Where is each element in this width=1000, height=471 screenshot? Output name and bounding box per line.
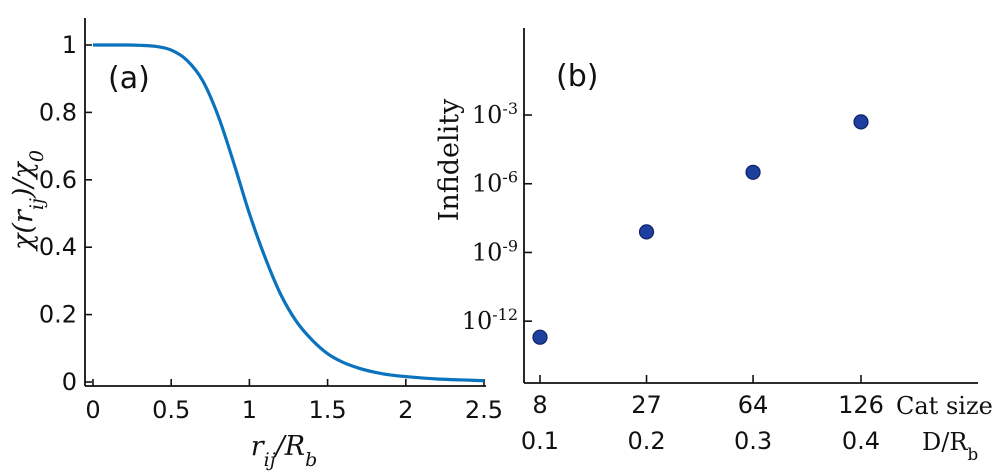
panel-a-y-tick-label: 0.4 (39, 233, 77, 261)
panel-b-data-point (638, 224, 655, 240)
panel-a-x-tick-label: 2 (398, 396, 413, 424)
panel-a-y-tick-label: 0.2 (39, 301, 77, 329)
panel-a-y-axis-label: χ(rij)/χ0 (8, 150, 48, 252)
panel-b-data-point (745, 164, 761, 180)
panel-b-d-over-rb-label: 0.3 (734, 427, 772, 455)
panel-b-cat-size-label: 27 (631, 391, 662, 419)
panel-b-y-tick-label: 10-9 (472, 236, 518, 267)
panel-a-x-tick-label: 0.5 (152, 396, 190, 424)
panel-b-x-row1-title: Cat size (896, 392, 993, 420)
panel-b-y-ticks: 10-12 10-9 10-6 10-3 (462, 99, 532, 336)
panel-b-y-tick-label: 10-6 (472, 167, 518, 198)
panel-b-x-row2-title: D/Rb (922, 428, 978, 465)
panel-b-cat-size-label: 8 (532, 391, 547, 419)
panel-a-x-tick-label: 2.5 (465, 396, 503, 424)
panel-a-y-tick-label: 0 (62, 368, 77, 396)
panel-b-d-over-rb-label: 0.1 (521, 427, 559, 455)
panel-a-x-tick-label: 1 (242, 396, 257, 424)
panel-b-y-tick-label: 10-3 (472, 99, 518, 130)
panel-b-y-axis-label: Infidelity (434, 98, 465, 221)
panel-b-cat-size-label: 64 (738, 391, 769, 419)
panel-a-x-ticks: 0 0.5 1 1.5 2 2.5 (85, 379, 503, 424)
panel-b-y-tick-label: 10-12 (462, 305, 518, 336)
panel-b-label: (b) (556, 59, 598, 94)
panel-b-data-point (853, 114, 869, 130)
panel-a: 0 0.2 0.4 0.6 0.8 1 0 0.5 1 1.5 2 2.5 (a) rij/Rb χ… (8, 18, 503, 471)
panel-a-x-axis-label: rij/Rb (251, 431, 318, 471)
panel-b-points (532, 114, 869, 345)
panel-a-y-tick-label: 0.6 (39, 166, 77, 194)
panel-a-label: (a) (108, 61, 150, 96)
panel-a-y-tick-label: 1 (62, 31, 77, 59)
panel-b-d-over-rb-label: 0.2 (627, 427, 665, 455)
panel-a-curve (92, 43, 485, 383)
panel-b-data-point (532, 329, 548, 345)
panel-b-d-over-rb-label: 0.4 (842, 427, 880, 455)
panel-a-x-tick-label: 1.5 (309, 396, 347, 424)
panel-b-x-ticks: 8 0.1 27 0.2 64 0.3 126 0.4 (521, 375, 884, 455)
panel-a-y-ticks: 0 0.2 0.4 0.6 0.8 1 (39, 31, 92, 396)
panel-b: 10-12 10-9 10-6 10-3 8 0.1 27 0.2 64 0.3 126 0.4 (… (434, 28, 993, 465)
panel-a-y-tick-label: 0.8 (39, 98, 77, 126)
panel-a-x-tick-label: 0 (85, 396, 100, 424)
panel-b-cat-size-label: 126 (838, 391, 884, 419)
